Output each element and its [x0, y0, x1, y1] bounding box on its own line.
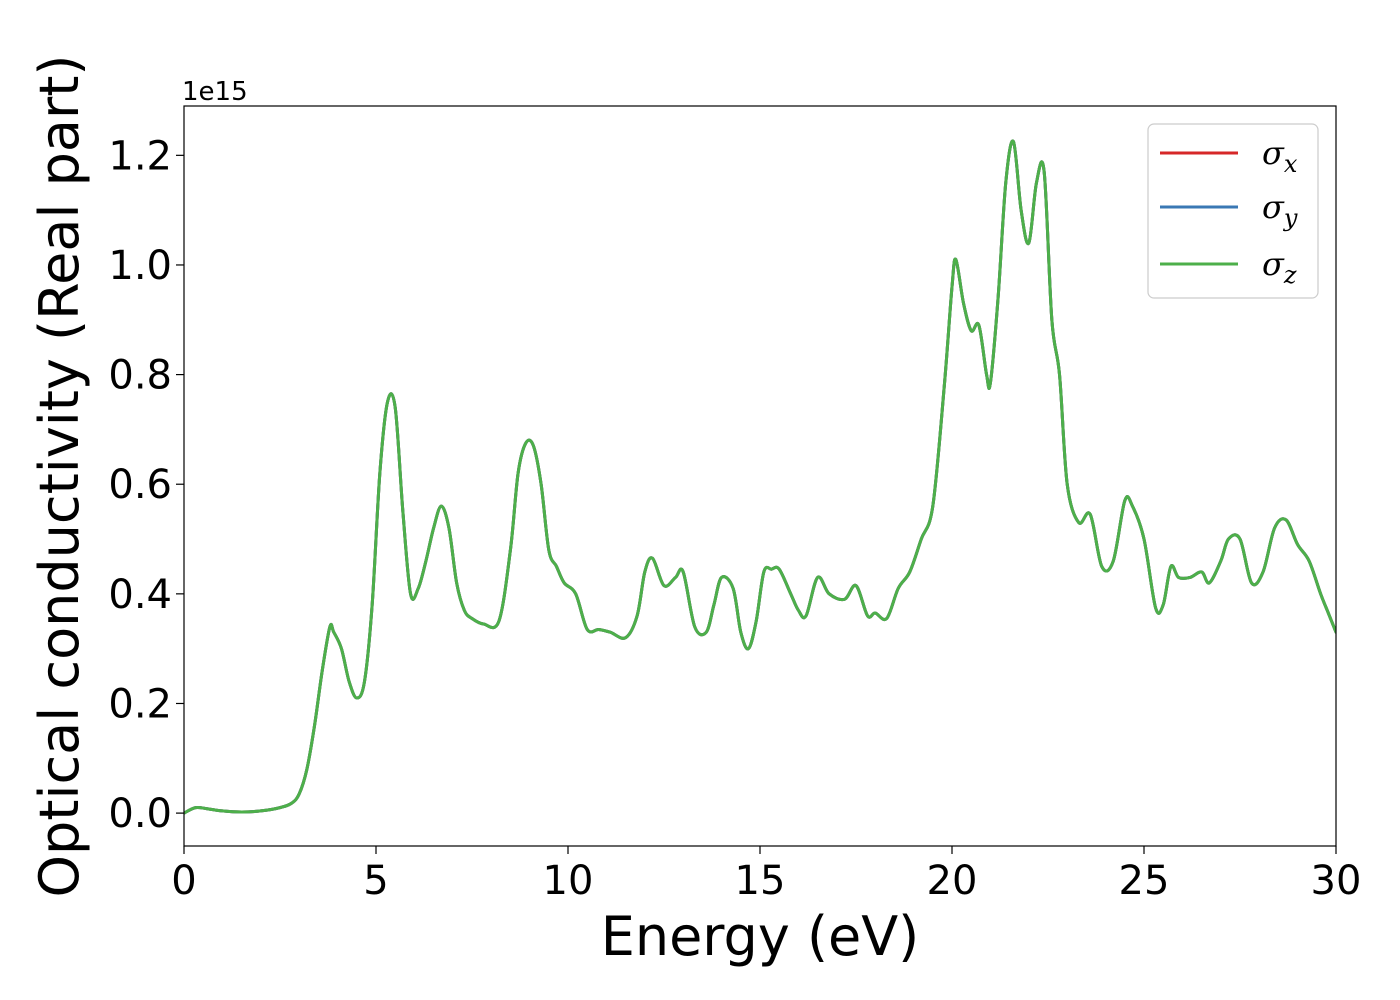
legend-label-z: σz — [1262, 245, 1297, 289]
x-axis-ticks: 0 5 10 15 20 25 30 — [171, 846, 1361, 904]
legend: σx σy σz — [1147, 123, 1319, 299]
y-tick-label: 0.8 — [108, 353, 172, 399]
y-tick-label: 0.0 — [108, 791, 172, 837]
series-lines — [184, 139, 1336, 815]
x-axis-label: Energy (eV) — [601, 905, 920, 968]
plot-area — [183, 105, 1337, 847]
y-tick-label: 0.4 — [108, 572, 172, 618]
series-line-z — [184, 139, 1336, 815]
y-tick-label: 1.0 — [108, 243, 172, 289]
legend-label-x: σx — [1262, 134, 1298, 178]
y-offset-label: 1e15 — [182, 77, 248, 107]
y-tick-label: 0.6 — [108, 462, 172, 508]
x-tick-label: 25 — [1119, 858, 1170, 904]
y-tick-label: 1.2 — [108, 133, 172, 179]
y-tick-label: 0.2 — [108, 681, 172, 727]
legend-box — [1147, 123, 1319, 299]
x-tick-label: 10 — [543, 858, 594, 904]
x-tick-label: 20 — [927, 858, 978, 904]
y-axis-label: Optical conductivity (Real part) — [28, 55, 91, 898]
x-tick-label: 5 — [363, 858, 388, 904]
x-tick-label: 0 — [171, 858, 196, 904]
x-tick-label: 15 — [735, 858, 786, 904]
legend-label-y: σy — [1262, 188, 1298, 232]
y-axis-ticks: 0.0 0.2 0.4 0.6 0.8 1.0 1.2 — [108, 133, 184, 837]
x-tick-label: 30 — [1311, 858, 1362, 904]
